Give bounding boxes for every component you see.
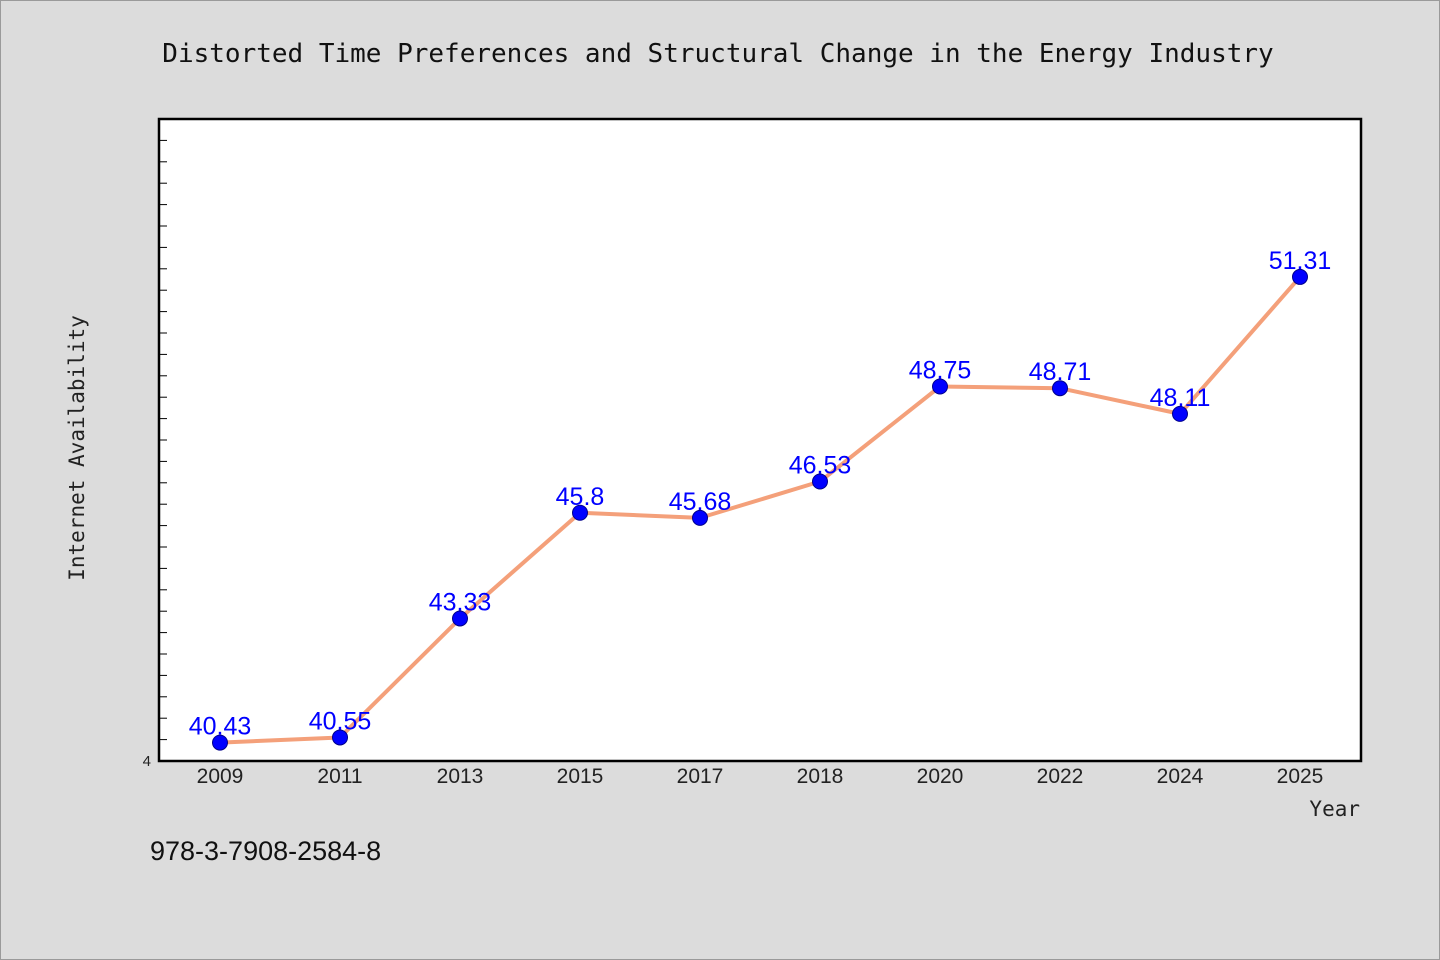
data-label: 48.75 — [909, 357, 972, 385]
data-point — [212, 734, 228, 751]
data-label: 45.68 — [669, 488, 732, 516]
data-point — [812, 473, 828, 490]
data-label: 46.53 — [789, 452, 852, 480]
data-point — [452, 610, 468, 627]
data-label: 48.71 — [1029, 358, 1092, 386]
plot-area — [159, 119, 1361, 761]
x-tick-label: 2009 — [197, 765, 244, 788]
isbn-text: 978-3-7908-2584-8 — [150, 836, 382, 866]
y-axis-ticks — [159, 139, 167, 741]
data-label: 40.55 — [309, 707, 372, 735]
x-axis-tick-labels: 2009 2011 2013 2015 2017 2018 2020 2022 2024 2025 — [197, 765, 1324, 788]
chart-title: Distorted Time Preferences and Structura… — [162, 39, 1273, 69]
data-point — [572, 504, 588, 521]
x-tick-label: 2017 — [677, 765, 724, 788]
y-axis-tick-labels: 4 — [143, 753, 151, 770]
data-label: 45.8 — [556, 483, 605, 511]
x-axis-title: Year — [1309, 797, 1360, 821]
x-tick-label: 2025 — [1277, 765, 1324, 788]
data-label: 51.31 — [1269, 247, 1332, 275]
x-tick-label: 2018 — [797, 765, 844, 788]
data-label: 43.33 — [429, 588, 492, 616]
data-point — [1172, 405, 1188, 422]
series-line — [218, 274, 1302, 745]
data-point — [692, 509, 708, 526]
data-label: 40.43 — [189, 713, 252, 741]
data-point — [332, 729, 348, 746]
data-labels: 40.43 40.55 43.33 45.8 45.68 46.53 48.75 48.71 4… — [189, 247, 1332, 741]
x-tick-label: 2011 — [317, 765, 362, 788]
y-tick-label: 4 — [143, 753, 151, 770]
data-point — [1292, 268, 1308, 285]
x-tick-label: 2020 — [917, 765, 964, 788]
x-tick-label: 2015 — [557, 765, 604, 788]
plot-border — [157, 117, 1363, 763]
data-point — [932, 378, 948, 395]
x-tick-label: 2022 — [1037, 765, 1084, 788]
x-tick-label: 2024 — [1157, 765, 1204, 788]
data-point — [1052, 380, 1068, 397]
series-layer — [212, 268, 1308, 751]
x-tick-label: 2013 — [437, 765, 484, 788]
y-axis-title: Internet Availability — [65, 315, 89, 581]
data-label: 48.11 — [1150, 384, 1211, 412]
